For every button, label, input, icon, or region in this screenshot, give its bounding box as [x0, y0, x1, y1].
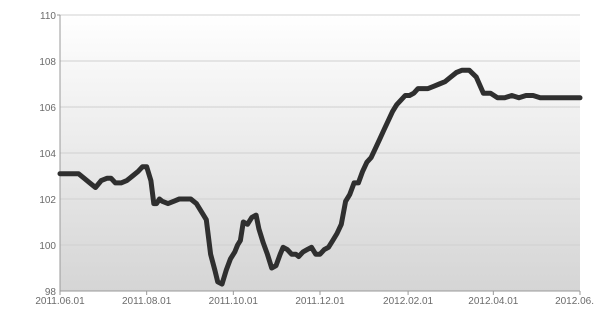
y-tick-labels: 98 100 102 104 106 108 110 [39, 11, 56, 298]
y-tick-label: 98 [45, 287, 57, 298]
gridlines [60, 14, 580, 246]
x-tick-label: 2011.10.01 [209, 296, 259, 307]
x-tick-label: 2011.12.01 [295, 296, 345, 307]
x-tick-label: 2012.04.01 [468, 296, 518, 307]
y-tick-label: 110 [40, 11, 56, 22]
x-tick-label: 2011.06.01 [35, 296, 85, 307]
y-tick-label: 106 [39, 103, 56, 114]
y-tick-label: 100 [39, 241, 56, 252]
x-tick-label: 2012.06. [555, 296, 594, 307]
axes [57, 14, 581, 295]
series-line [57, 67, 583, 287]
x-tick-label: 2012.02.01 [383, 296, 433, 307]
x-tick-label: 2011.08.01 [122, 296, 172, 307]
x-tick-labels: 2011.06.01 2011.08.01 2011.10.01 2011.12.01… [35, 296, 594, 307]
y-tick-label: 104 [39, 149, 56, 160]
series [57, 67, 583, 287]
y-tick-label: 102 [39, 195, 56, 206]
y-tick-label: 108 [39, 57, 56, 68]
